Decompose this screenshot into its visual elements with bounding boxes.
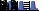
Line: PB − FBO − PS conv: PB − FBO − PS conv xyxy=(28,2,38,10)
Line: PB − FB − univ: PB − FB − univ xyxy=(16,2,27,10)
Legend: PB − FB − univ, PB − FB − PS conv: PB − FB − univ, PB − FB − PS conv xyxy=(0,8,20,11)
Line: PB − A − PS conv: PB − A − PS conv xyxy=(5,2,15,10)
Line: PB − FB − PS conv: PB − FB − PS conv xyxy=(16,2,27,10)
Legend: PB − FBO − univ, PB − FBO − PS conv: PB − FBO − univ, PB − FBO − PS conv xyxy=(0,8,31,11)
Line: PB − A − univ: PB − A − univ xyxy=(5,2,15,10)
Legend: PB − A − univ, PB − A − PS conv: PB − A − univ, PB − A − PS conv xyxy=(0,8,8,11)
Line: PB − FBO − univ: PB − FBO − univ xyxy=(28,2,38,10)
